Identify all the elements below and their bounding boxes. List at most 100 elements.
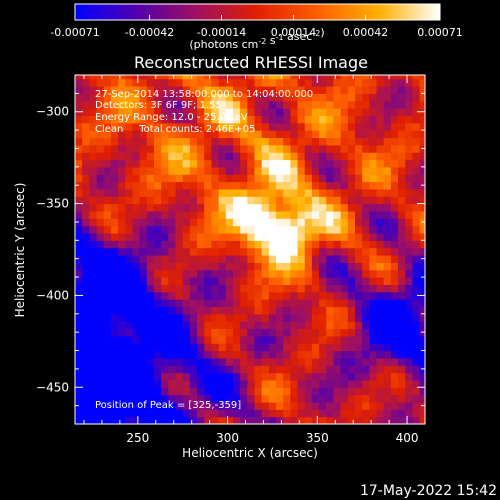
heatmap-cell — [311, 350, 320, 359]
heatmap-cell — [247, 321, 256, 330]
heatmap-cell — [89, 152, 98, 161]
heatmap-cell — [412, 401, 421, 410]
heatmap-cell — [254, 343, 263, 352]
heatmap-cell — [189, 409, 198, 418]
heatmap-cell — [153, 232, 162, 241]
heatmap-cell — [347, 284, 356, 293]
heatmap-cell — [261, 365, 270, 374]
heatmap-cell — [268, 137, 277, 146]
heatmap-cell — [182, 174, 191, 183]
heatmap-cell — [118, 196, 126, 205]
heatmap-cell — [110, 387, 119, 396]
heatmap-cell — [168, 93, 177, 102]
heatmap-cell — [125, 196, 134, 205]
heatmap-cell — [225, 144, 234, 153]
heatmap-cell — [89, 416, 98, 424]
heatmap-cell — [333, 372, 342, 381]
heatmap-cell — [311, 277, 320, 285]
heatmap-cell — [355, 78, 363, 87]
heatmap-cell — [118, 130, 126, 139]
heatmap-cell — [247, 313, 256, 322]
heatmap-cell — [254, 75, 263, 80]
heatmap-cell — [355, 372, 363, 381]
heatmap-cell — [139, 328, 148, 337]
heatmap-cell — [189, 328, 198, 337]
heatmap-cell — [254, 372, 263, 381]
heatmap-cell — [146, 144, 155, 153]
heatmap-cell — [261, 144, 270, 153]
heatmap-cell — [347, 75, 356, 80]
heatmap-cell — [139, 372, 148, 381]
heatmap-cell — [412, 75, 421, 80]
heatmap-cell — [82, 269, 90, 278]
heatmap-cell — [218, 232, 227, 241]
heatmap-cell — [153, 166, 162, 175]
heatmap-cell — [304, 100, 313, 109]
heatmap-cell — [204, 328, 213, 337]
heatmap-cell — [82, 181, 90, 190]
heatmap-cell — [297, 166, 306, 175]
heatmap-cell — [347, 166, 356, 175]
heatmap-cell — [319, 108, 327, 117]
heatmap-cell — [319, 328, 327, 337]
heatmap-cell — [254, 196, 263, 205]
heatmap-cell — [182, 299, 191, 308]
heatmap-cell — [283, 313, 291, 322]
heatmap-cell — [376, 401, 385, 410]
heatmap-cell — [110, 75, 119, 80]
heatmap-cell — [225, 166, 234, 175]
heatmap-cell — [311, 93, 320, 102]
heatmap-cell — [304, 343, 313, 352]
heatmap-cell — [326, 262, 335, 271]
heatmap-cell — [419, 394, 425, 403]
heatmap-cell — [182, 343, 191, 352]
heatmap-cell — [118, 144, 126, 153]
heatmap-cell — [110, 291, 119, 300]
heatmap-cell — [268, 387, 277, 396]
heatmap-cell — [75, 387, 83, 396]
heatmap-cell — [383, 262, 392, 271]
heatmap-cell — [103, 379, 112, 388]
heatmap-cell — [340, 291, 349, 300]
heatmap-cell — [125, 379, 134, 388]
heatmap-cell — [398, 262, 406, 271]
heatmap-cell — [254, 365, 263, 374]
heatmap-cell — [110, 181, 119, 190]
heatmap-cell — [412, 159, 421, 168]
heatmap-cell — [297, 335, 306, 344]
heatmap-cell — [405, 379, 414, 388]
heatmap-cell — [412, 255, 421, 263]
heatmap-cell — [419, 93, 425, 102]
heatmap-cell — [311, 357, 320, 366]
heatmap-cell — [125, 291, 134, 300]
heatmap-cell — [225, 277, 234, 285]
heatmap-cell — [247, 188, 256, 197]
heatmap-cell — [290, 255, 299, 263]
heatmap-cell — [419, 262, 425, 271]
heatmap-cell — [405, 409, 414, 418]
heatmap-cell — [304, 181, 313, 190]
heatmap-cell — [232, 416, 241, 424]
heatmap-cell — [254, 122, 263, 131]
heatmap-cell — [297, 313, 306, 322]
heatmap-cell — [146, 284, 155, 293]
heatmap-cell — [175, 291, 184, 300]
heatmap-cell — [189, 232, 198, 241]
heatmap-cell — [225, 159, 234, 168]
heatmap-cell — [118, 232, 126, 241]
heatmap-cell — [96, 218, 105, 227]
heatmap-cell — [118, 174, 126, 183]
heatmap-cell — [333, 394, 342, 403]
heatmap-cell — [197, 137, 205, 146]
heatmap-cell — [89, 196, 98, 205]
heatmap-cell — [355, 343, 363, 352]
heatmap-cell — [96, 350, 105, 359]
heatmap-cell — [362, 291, 370, 300]
heatmap-cell — [369, 130, 378, 139]
heatmap-cell — [347, 269, 356, 278]
heatmap-cell — [168, 203, 177, 212]
heatmap-cell — [82, 159, 90, 168]
heatmap-cell — [333, 365, 342, 374]
heatmap-cell — [333, 108, 342, 117]
heatmap-cell — [189, 291, 198, 300]
